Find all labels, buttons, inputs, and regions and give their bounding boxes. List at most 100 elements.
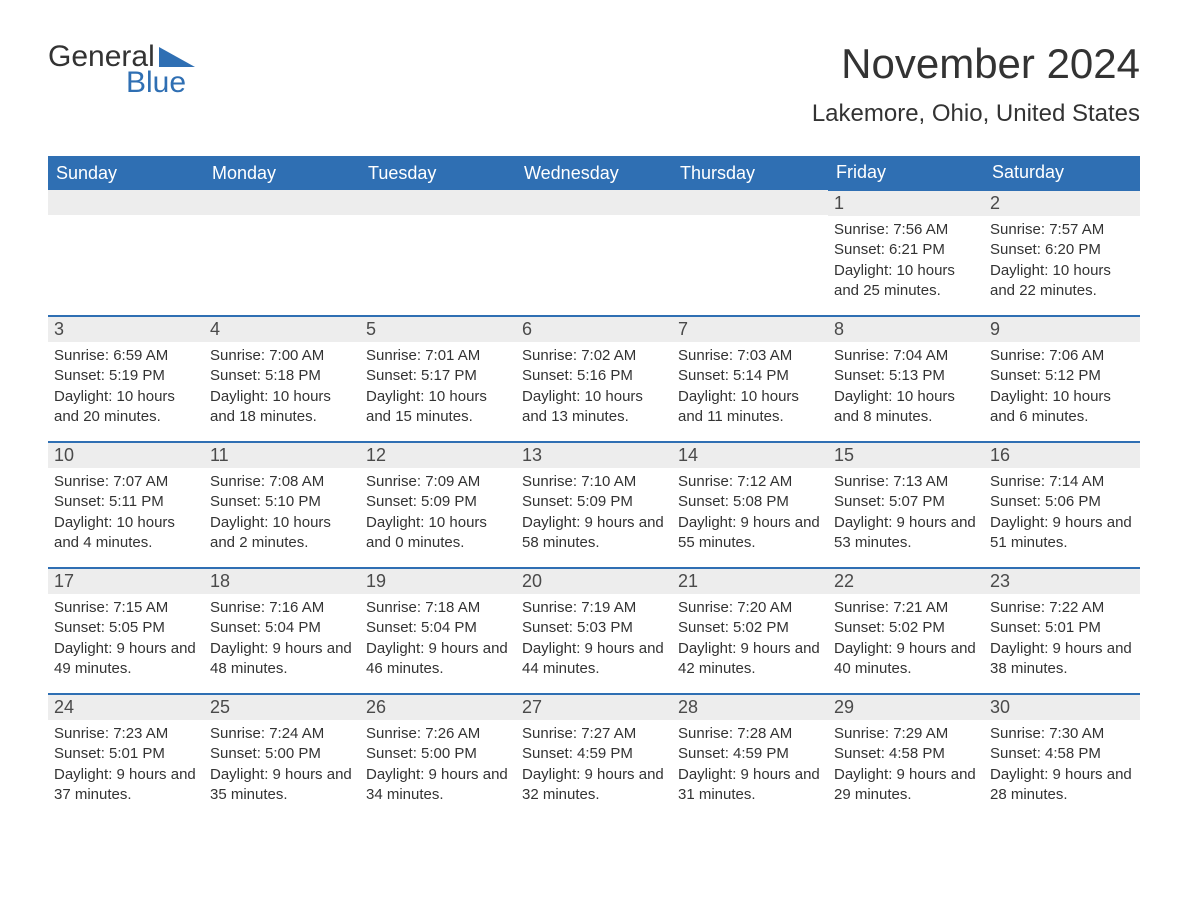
day-data: Sunrise: 7:23 AMSunset: 5:01 PMDaylight:… [48,720,204,805]
sunset-line: Sunset: 5:16 PM [522,366,666,386]
day-number: 3 [48,317,204,342]
daylight-line: Daylight: 10 hours and 11 minutes. [678,387,822,428]
sunset-line: Sunset: 5:12 PM [990,366,1134,386]
sunset-line: Sunset: 5:17 PM [366,366,510,386]
calendar-cell: 10Sunrise: 7:07 AMSunset: 5:11 PMDayligh… [48,442,204,568]
sunset-line: Sunset: 5:18 PM [210,366,354,386]
day-number: 17 [48,569,204,594]
day-data: Sunrise: 7:07 AMSunset: 5:11 PMDaylight:… [48,468,204,553]
day-data: Sunrise: 7:00 AMSunset: 5:18 PMDaylight:… [204,342,360,427]
daylight-line: Daylight: 9 hours and 28 minutes. [990,765,1134,806]
sunrise-line: Sunrise: 7:02 AM [522,346,666,366]
daylight-line: Daylight: 9 hours and 35 minutes. [210,765,354,806]
sunrise-line: Sunrise: 7:04 AM [834,346,978,366]
logo: General Blue [48,40,195,100]
sunset-line: Sunset: 5:04 PM [366,618,510,638]
sunset-line: Sunset: 4:59 PM [678,744,822,764]
sunset-line: Sunset: 4:59 PM [522,744,666,764]
day-data: Sunrise: 7:29 AMSunset: 4:58 PMDaylight:… [828,720,984,805]
sunrise-line: Sunrise: 7:56 AM [834,220,978,240]
calendar-cell: 4Sunrise: 7:00 AMSunset: 5:18 PMDaylight… [204,316,360,442]
sunset-line: Sunset: 4:58 PM [834,744,978,764]
day-data: Sunrise: 7:15 AMSunset: 5:05 PMDaylight:… [48,594,204,679]
daylight-line: Daylight: 9 hours and 44 minutes. [522,639,666,680]
title-block: November 2024 Lakemore, Ohio, United Sta… [812,40,1140,128]
calendar-cell: 29Sunrise: 7:29 AMSunset: 4:58 PMDayligh… [828,694,984,820]
daylight-line: Daylight: 10 hours and 25 minutes. [834,261,978,302]
day-number: 4 [204,317,360,342]
calendar-cell: 11Sunrise: 7:08 AMSunset: 5:10 PMDayligh… [204,442,360,568]
daylight-line: Daylight: 9 hours and 34 minutes. [366,765,510,806]
day-number: 27 [516,695,672,720]
day-data: Sunrise: 7:28 AMSunset: 4:59 PMDaylight:… [672,720,828,805]
day-data: Sunrise: 7:22 AMSunset: 5:01 PMDaylight:… [984,594,1140,679]
day-header-sunday: Sunday [48,156,204,190]
day-number: 8 [828,317,984,342]
day-data: Sunrise: 7:06 AMSunset: 5:12 PMDaylight:… [984,342,1140,427]
day-number: 30 [984,695,1140,720]
day-data: Sunrise: 7:12 AMSunset: 5:08 PMDaylight:… [672,468,828,553]
sunrise-line: Sunrise: 7:21 AM [834,598,978,618]
calendar-cell: 21Sunrise: 7:20 AMSunset: 5:02 PMDayligh… [672,568,828,694]
day-data: Sunrise: 7:16 AMSunset: 5:04 PMDaylight:… [204,594,360,679]
day-number: 11 [204,443,360,468]
sunset-line: Sunset: 5:19 PM [54,366,198,386]
sunrise-line: Sunrise: 7:57 AM [990,220,1134,240]
daylight-line: Daylight: 9 hours and 38 minutes. [990,639,1134,680]
daylight-line: Daylight: 10 hours and 4 minutes. [54,513,198,554]
day-data: Sunrise: 7:02 AMSunset: 5:16 PMDaylight:… [516,342,672,427]
day-number-empty [672,190,828,215]
sunset-line: Sunset: 5:01 PM [54,744,198,764]
daylight-line: Daylight: 9 hours and 49 minutes. [54,639,198,680]
sunset-line: Sunset: 5:09 PM [366,492,510,512]
calendar-cell: 28Sunrise: 7:28 AMSunset: 4:59 PMDayligh… [672,694,828,820]
sunset-line: Sunset: 6:21 PM [834,240,978,260]
week-row: 17Sunrise: 7:15 AMSunset: 5:05 PMDayligh… [48,568,1140,694]
calendar-cell: 20Sunrise: 7:19 AMSunset: 5:03 PMDayligh… [516,568,672,694]
day-number: 16 [984,443,1140,468]
day-number: 9 [984,317,1140,342]
sunset-line: Sunset: 6:20 PM [990,240,1134,260]
daylight-line: Daylight: 10 hours and 18 minutes. [210,387,354,428]
day-data: Sunrise: 7:04 AMSunset: 5:13 PMDaylight:… [828,342,984,427]
day-header-friday: Friday [828,156,984,190]
daylight-line: Daylight: 9 hours and 42 minutes. [678,639,822,680]
day-number: 20 [516,569,672,594]
day-number: 2 [984,191,1140,216]
sunrise-line: Sunrise: 6:59 AM [54,346,198,366]
calendar-cell: 7Sunrise: 7:03 AMSunset: 5:14 PMDaylight… [672,316,828,442]
sunrise-line: Sunrise: 7:12 AM [678,472,822,492]
week-row: 10Sunrise: 7:07 AMSunset: 5:11 PMDayligh… [48,442,1140,568]
calendar-cell: 22Sunrise: 7:21 AMSunset: 5:02 PMDayligh… [828,568,984,694]
sunset-line: Sunset: 5:01 PM [990,618,1134,638]
sunrise-line: Sunrise: 7:14 AM [990,472,1134,492]
calendar-cell: 14Sunrise: 7:12 AMSunset: 5:08 PMDayligh… [672,442,828,568]
sunrise-line: Sunrise: 7:19 AM [522,598,666,618]
sunset-line: Sunset: 5:13 PM [834,366,978,386]
day-number: 5 [360,317,516,342]
daylight-line: Daylight: 10 hours and 8 minutes. [834,387,978,428]
day-data: Sunrise: 7:18 AMSunset: 5:04 PMDaylight:… [360,594,516,679]
day-number: 6 [516,317,672,342]
daylight-line: Daylight: 10 hours and 2 minutes. [210,513,354,554]
day-data: Sunrise: 7:03 AMSunset: 5:14 PMDaylight:… [672,342,828,427]
day-number: 12 [360,443,516,468]
calendar-cell: 16Sunrise: 7:14 AMSunset: 5:06 PMDayligh… [984,442,1140,568]
sunrise-line: Sunrise: 7:13 AM [834,472,978,492]
day-data: Sunrise: 7:10 AMSunset: 5:09 PMDaylight:… [516,468,672,553]
day-data: Sunrise: 7:26 AMSunset: 5:00 PMDaylight:… [360,720,516,805]
day-data: Sunrise: 7:09 AMSunset: 5:09 PMDaylight:… [360,468,516,553]
sunset-line: Sunset: 5:00 PM [366,744,510,764]
sunrise-line: Sunrise: 7:09 AM [366,472,510,492]
header: General Blue November 2024 Lakemore, Ohi… [48,40,1140,128]
calendar-cell: 17Sunrise: 7:15 AMSunset: 5:05 PMDayligh… [48,568,204,694]
sunset-line: Sunset: 5:11 PM [54,492,198,512]
day-data: Sunrise: 7:27 AMSunset: 4:59 PMDaylight:… [516,720,672,805]
day-number: 15 [828,443,984,468]
sunrise-line: Sunrise: 7:06 AM [990,346,1134,366]
sunrise-line: Sunrise: 7:28 AM [678,724,822,744]
sunset-line: Sunset: 5:06 PM [990,492,1134,512]
sunrise-line: Sunrise: 7:18 AM [366,598,510,618]
day-data: Sunrise: 7:08 AMSunset: 5:10 PMDaylight:… [204,468,360,553]
sunrise-line: Sunrise: 7:24 AM [210,724,354,744]
